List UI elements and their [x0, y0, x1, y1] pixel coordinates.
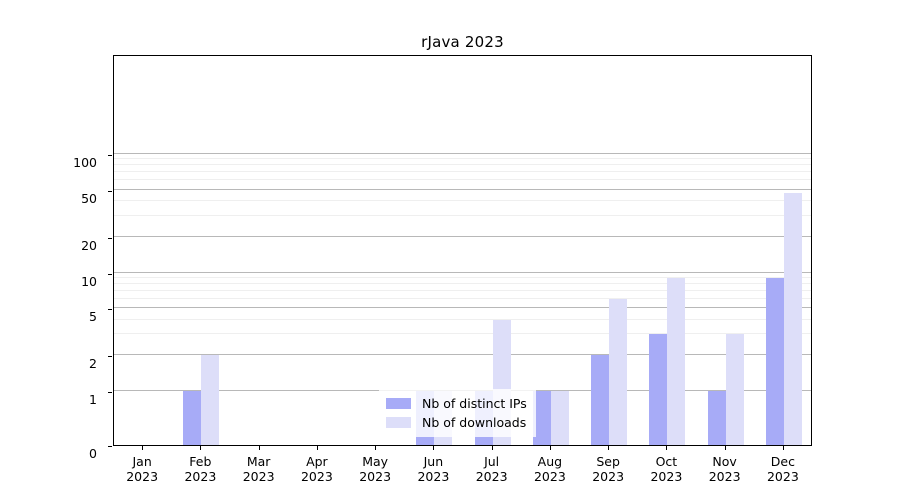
y-tick-mark [108, 309, 112, 311]
x-tick-label: Jul 2023 [476, 454, 508, 484]
x-tick-month: May [362, 454, 389, 469]
bar-downloads [667, 277, 686, 445]
plot-area [113, 55, 812, 446]
x-tick-label: May 2023 [359, 454, 391, 484]
x-tick-mark [782, 446, 784, 450]
x-tick-label: Dec 2023 [767, 454, 799, 484]
x-tick-month: Sep [596, 454, 620, 469]
bar-group [591, 56, 628, 445]
x-tick-mark [666, 446, 668, 450]
x-tick-mark [375, 446, 377, 450]
y-tick-mark [108, 190, 112, 192]
x-tick-mark [491, 446, 493, 450]
x-tick-month: Jul [484, 454, 500, 469]
x-tick-month: Mar [246, 454, 271, 469]
bar-distinct-ips [183, 391, 202, 445]
x-tick-label: Feb 2023 [184, 454, 216, 484]
bar-group [358, 56, 394, 445]
legend-label: Nb of downloads [422, 415, 527, 430]
bar-distinct-ips [591, 355, 610, 445]
bar-group [300, 56, 336, 445]
x-tick-year: 2023 [708, 469, 741, 484]
legend-swatch-icon [386, 398, 411, 409]
x-tick-month: Jun [423, 454, 444, 469]
legend-item[interactable]: Nb of downloads [386, 413, 527, 432]
x-tick-mark [724, 446, 726, 450]
x-tick-year: 2023 [359, 469, 392, 484]
bar-distinct-ips [532, 391, 551, 445]
bar-downloads [550, 391, 569, 445]
x-tick-label: Aug 2023 [534, 454, 566, 484]
y-tick-mark [108, 155, 112, 157]
x-tick-month: Feb [189, 454, 212, 469]
x-tick-year: 2023 [766, 469, 799, 484]
bar-group [707, 56, 744, 445]
x-tick-label: Mar 2023 [243, 454, 275, 484]
x-axis: Jan 2023 Feb 2023 Mar 2023 Apr 2023 May 2023 Jun 20… [113, 446, 812, 496]
x-tick-year: 2023 [417, 469, 450, 484]
bar-distinct-ips [707, 391, 726, 445]
bar-group [125, 56, 161, 445]
x-tick-mark [142, 446, 144, 450]
bar-downloads [609, 298, 628, 445]
x-tick-year: 2023 [300, 469, 333, 484]
x-tick-month: Jan [132, 454, 152, 469]
chart-legend: Nb of distinct IPs Nb of downloads [379, 389, 536, 437]
bar-group [474, 56, 511, 445]
x-tick-month: Oct [655, 454, 678, 469]
bar-distinct-ips [765, 277, 784, 445]
bar-group [416, 56, 453, 445]
y-tick-mark [108, 356, 112, 358]
x-tick-mark [549, 446, 551, 450]
chart-title: rJava 2023 [421, 33, 504, 51]
x-tick-year: 2023 [126, 469, 159, 484]
bar-distinct-ips [649, 334, 668, 445]
x-tick-year: 2023 [184, 469, 217, 484]
x-tick-year: 2023 [242, 469, 275, 484]
y-axis: 0 1 2 5 10 20 50 100 [73, 155, 97, 461]
x-tick-mark [200, 446, 202, 450]
y-tick-mark [108, 237, 112, 239]
bars-layer [114, 56, 811, 445]
bar-group [242, 56, 278, 445]
x-tick-mark [608, 446, 610, 450]
legend-label: Nb of distinct IPs [422, 396, 527, 411]
bar-group [649, 56, 686, 445]
x-tick-month: Apr [306, 454, 328, 469]
y-tick-mark [108, 273, 112, 275]
bar-downloads [783, 192, 802, 445]
y-tick-mark [108, 392, 112, 394]
legend-swatch-icon [386, 417, 411, 428]
x-tick-label: Oct 2023 [650, 454, 682, 484]
bar-group [765, 56, 802, 445]
x-tick-label: Jan 2023 [126, 454, 158, 484]
legend-item[interactable]: Nb of distinct IPs [386, 394, 527, 413]
x-tick-year: 2023 [650, 469, 683, 484]
x-tick-label: Apr 2023 [301, 454, 333, 484]
bar-downloads [201, 355, 220, 445]
x-tick-year: 2023 [592, 469, 625, 484]
bar-downloads [725, 334, 744, 445]
bar-group [183, 56, 220, 445]
bar-group [532, 56, 569, 445]
x-tick-mark [316, 446, 318, 450]
x-tick-month: Nov [712, 454, 737, 469]
x-tick-label: Nov 2023 [709, 454, 741, 484]
x-tick-label: Sep 2023 [592, 454, 624, 484]
x-tick-mark [258, 446, 260, 450]
x-tick-year: 2023 [533, 469, 566, 484]
x-tick-month: Aug [537, 454, 563, 469]
x-tick-label: Jun 2023 [417, 454, 449, 484]
y-tick-mark [108, 446, 112, 448]
x-tick-mark [433, 446, 435, 450]
x-tick-month: Dec [770, 454, 795, 469]
x-tick-year: 2023 [475, 469, 508, 484]
